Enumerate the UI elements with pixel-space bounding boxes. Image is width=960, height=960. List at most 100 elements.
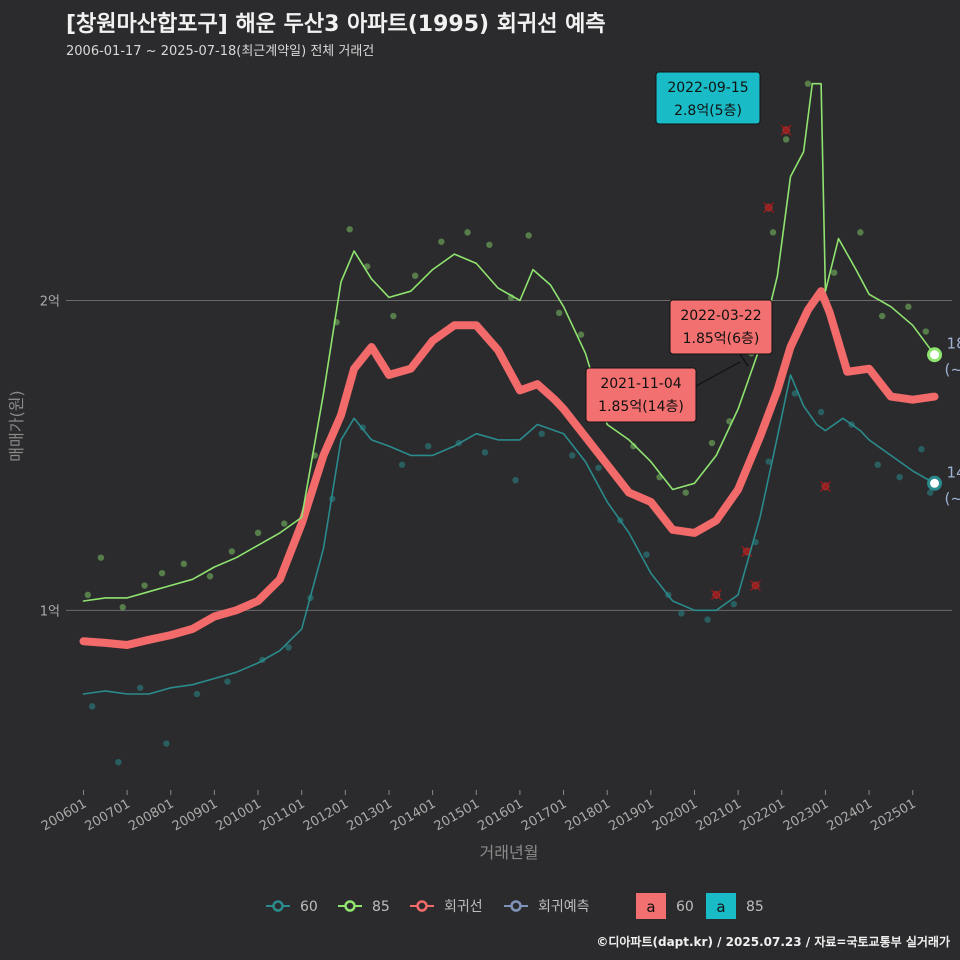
- line-layer: [79, 82, 939, 695]
- x-tick-label: 201801: [563, 796, 613, 834]
- y-axis-label: 매매가(원): [7, 390, 26, 461]
- scatter-point-60: [398, 461, 406, 468]
- scatter-point-85: [346, 226, 353, 233]
- x-tick-label: 201201: [301, 796, 351, 834]
- cancelled-cross: [750, 580, 762, 591]
- series-line-s60: [82, 374, 936, 695]
- legend-label: 회귀선: [444, 899, 483, 915]
- scatter-point-60: [678, 610, 685, 617]
- end-area-label: (~60㎡): [945, 489, 960, 507]
- y-tick-label: 1억: [40, 604, 60, 619]
- x-tick-label: 201501: [432, 796, 482, 834]
- scatter-point-85: [228, 548, 236, 555]
- scatter-point-60: [643, 551, 650, 558]
- scatter-point-60: [224, 678, 231, 685]
- cancelled-cross: [819, 480, 831, 492]
- series-line-s85: [82, 82, 936, 602]
- scatter-point-85: [180, 560, 188, 568]
- scatter-point-85: [630, 442, 637, 450]
- scatter-point-85: [782, 136, 790, 143]
- scatter-point-85: [769, 229, 777, 236]
- scatter-point-85: [84, 591, 92, 599]
- scatter-point-85: [486, 241, 493, 248]
- end-marker-s85: [927, 347, 943, 363]
- legend-label: 85: [372, 899, 390, 915]
- scatter-point-85: [682, 489, 689, 496]
- annotation-price: 1.85억(6층): [683, 331, 760, 347]
- end-value-label: 14,100: [947, 463, 960, 481]
- x-tick-label: 201601: [475, 796, 525, 834]
- legend-box-glyph: a: [716, 898, 725, 916]
- legend-label: 60: [300, 899, 318, 915]
- scatter-point-60: [896, 473, 903, 481]
- scatter-point-60: [88, 703, 96, 710]
- scatter-point-60: [115, 758, 122, 766]
- legend: 60 85 회귀선 회귀예측 a 60 a 85: [266, 893, 764, 919]
- series-line-reg: [79, 287, 939, 649]
- legend-box-box85: [706, 893, 736, 919]
- scatter-point-60: [538, 430, 545, 437]
- scatter-point-60: [595, 464, 602, 472]
- x-tick-label: 200801: [126, 796, 176, 834]
- cancelled-cross: [710, 589, 722, 601]
- annotation-box: [585, 367, 697, 423]
- x-tick-label: 200601: [39, 796, 89, 834]
- end-value-label: 18,250: [947, 335, 960, 353]
- scatter-point-85: [708, 439, 716, 447]
- scatter-point-85: [141, 582, 148, 589]
- annotation-price: 1.85억(14층): [598, 399, 684, 415]
- scatter-point-60: [918, 446, 925, 453]
- annotation-date: 2021-11-04: [600, 376, 681, 392]
- chart-subtitle: 2006-01-17 ~ 2025-07-18(최근계약일) 전체 거래건: [66, 44, 375, 59]
- scatter-point-85: [830, 269, 838, 276]
- x-tick-label: 201701: [519, 796, 569, 834]
- annotation-leader: [739, 353, 749, 367]
- annotation-date: 2022-03-22: [680, 308, 761, 324]
- legend-marker-reg: [416, 900, 428, 912]
- scatter-point-85: [525, 232, 532, 239]
- x-tick-label: 201001: [214, 796, 264, 834]
- scatter-point-60: [874, 461, 882, 468]
- end-area-label: (~85㎡): [945, 361, 960, 379]
- scatter-point-85: [922, 328, 930, 335]
- x-tick-label: 202201: [737, 796, 787, 834]
- legend-marker-pred: [510, 900, 522, 912]
- scatter-point-60: [730, 600, 737, 608]
- x-axis-label: 거래년월: [480, 843, 539, 862]
- scatter-point-85: [281, 520, 288, 527]
- x-tick-label: 201101: [257, 796, 307, 834]
- scatter-point-85: [254, 529, 262, 537]
- scatter-point-85: [119, 604, 126, 611]
- scatter-point-85: [905, 303, 912, 310]
- cancelled-cross: [763, 202, 775, 214]
- legend-label: 60: [676, 899, 694, 915]
- scatter-point-60: [512, 477, 519, 484]
- scatter-point-85: [577, 331, 585, 338]
- scatter-point-85: [411, 272, 419, 279]
- legend-marker-s85: [344, 900, 356, 912]
- scatter-layer: [84, 80, 934, 766]
- scatter-point-60: [285, 644, 292, 651]
- scatter-point-60: [791, 390, 799, 397]
- scatter-point-85: [464, 229, 471, 236]
- annotation-price: 2.8억(5층): [674, 103, 742, 119]
- scatter-point-85: [390, 312, 397, 320]
- scatter-point-60: [425, 442, 432, 450]
- scatter-point-85: [804, 80, 812, 87]
- scatter-point-60: [926, 489, 934, 496]
- y-tick-label: 2억: [40, 295, 60, 310]
- scatter-point-60: [193, 690, 201, 698]
- scatter-point-60: [765, 458, 772, 465]
- legend-box-box60: [636, 893, 666, 919]
- annotation-leader: [695, 361, 741, 387]
- legend-label: 85: [746, 899, 764, 915]
- scatter-point-85: [206, 573, 214, 580]
- x-tick-label: 200701: [83, 796, 133, 834]
- x-tick-label: 202301: [781, 796, 831, 834]
- x-tick-label: 201401: [388, 796, 438, 834]
- scatter-point-85: [555, 309, 563, 317]
- scatter-point-85: [438, 238, 445, 245]
- annotation-box: [669, 299, 773, 355]
- legend-box-glyph: a: [646, 898, 655, 916]
